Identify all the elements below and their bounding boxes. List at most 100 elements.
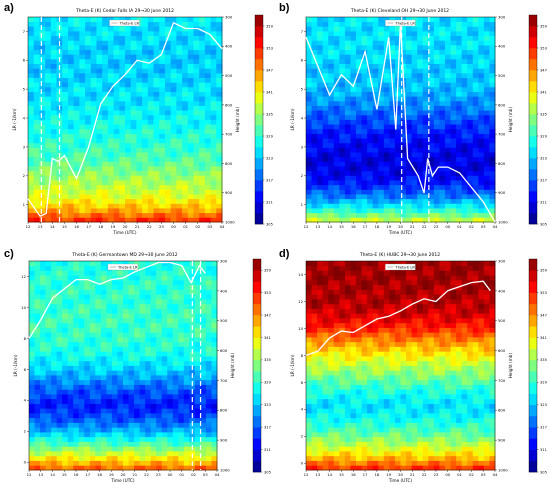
heatmap-cell: [91, 189, 97, 194]
heatmap-cell: [434, 31, 440, 36]
heatmap-cell: [356, 120, 362, 125]
heatmap-cell: [417, 203, 423, 208]
heatmap-cell: [96, 185, 102, 190]
heatmap-cell: [456, 185, 462, 190]
heatmap-cell: [91, 26, 97, 31]
heatmap-cell: [39, 124, 45, 129]
heatmap-cell: [489, 124, 495, 129]
heatmap-cell: [131, 36, 137, 41]
right-tick-label: 1000: [225, 219, 235, 224]
heatmap-cell: [90, 437, 96, 442]
heatmap-cell: [112, 456, 118, 461]
heatmap-cell: [323, 68, 329, 73]
heatmap-cell: [90, 370, 96, 375]
heatmap-cell: [345, 87, 351, 92]
heatmap-cell: [142, 40, 148, 45]
heatmap-cell: [45, 68, 51, 73]
heatmap-cell: [478, 96, 484, 101]
heatmap-cell: [445, 171, 451, 176]
heatmap-cell: [434, 157, 440, 162]
heatmap-cell: [151, 413, 157, 418]
heatmap-cell: [51, 129, 57, 134]
heatmap-cell: [62, 309, 68, 314]
panel-b: b) Theta-E (K) Cleveland OH 29→30 June 2…: [275, 0, 550, 243]
heatmap-cell: [176, 78, 182, 83]
heatmap-cell: [119, 147, 125, 152]
heatmap-cell: [154, 189, 160, 194]
heatmap-cell: [68, 351, 74, 356]
heatmap-cell: [95, 266, 101, 271]
heatmap-cell: [62, 394, 68, 399]
heatmap-cell: [199, 180, 205, 185]
heatmap-cell: [193, 203, 199, 208]
heatmap-cell: [328, 451, 334, 456]
heatmap-cell: [199, 217, 205, 222]
heatmap-cell: [345, 143, 351, 148]
heatmap-cell: [489, 82, 495, 87]
heatmap-cell: [473, 461, 479, 466]
heatmap-cell: [184, 418, 190, 423]
heatmap-cell: [154, 26, 160, 31]
heatmap-cell: [165, 115, 171, 120]
heatmap-cell: [108, 64, 114, 69]
heatmap-cell: [40, 404, 46, 409]
heatmap-cell: [51, 87, 57, 92]
heatmap-cell: [51, 366, 57, 371]
heatmap-cell: [345, 180, 351, 185]
heatmap-cell: [216, 73, 222, 78]
colorbar-segment: [529, 125, 537, 136]
heatmap-cell: [162, 442, 168, 447]
heatmap-cell: [165, 152, 171, 157]
heatmap-cell: [74, 101, 80, 106]
colorbar-segment: [253, 270, 261, 282]
heatmap-cell: [90, 375, 96, 380]
heatmap-cell: [62, 389, 68, 394]
heatmap-cell: [306, 451, 312, 456]
heatmap-cell: [79, 217, 85, 222]
heatmap-cell: [131, 82, 137, 87]
heatmap-cell: [412, 465, 418, 470]
heatmap-cell: [117, 437, 123, 442]
heatmap-cell: [334, 120, 340, 125]
x-tick-label: 03: [207, 224, 212, 229]
heatmap-cell: [101, 461, 107, 466]
heatmap-cell: [123, 356, 129, 361]
heatmap-cell: [412, 129, 418, 134]
heatmap-cell: [173, 370, 179, 375]
heatmap-cell: [199, 161, 205, 166]
heatmap-cell: [106, 337, 112, 342]
heatmap-cell: [389, 147, 395, 152]
heatmap-cell: [328, 73, 334, 78]
heatmap-cell: [167, 404, 173, 409]
heatmap-cell: [148, 129, 154, 134]
heatmap-cell: [367, 50, 373, 55]
heatmap-cell: [73, 342, 79, 347]
heatmap-cell: [406, 120, 412, 125]
colorbar-tick-label: 305: [264, 470, 271, 474]
right-axis-label: Height (mb): [508, 107, 513, 133]
heatmap-cell: [119, 180, 125, 185]
heatmap-cell: [62, 87, 68, 92]
colorbar-segment: [529, 48, 537, 59]
heatmap-cell: [91, 147, 97, 152]
heatmap-cell: [35, 465, 41, 470]
heatmap-cell: [162, 294, 168, 299]
heatmap-cell: [456, 465, 462, 470]
heatmap-cell: [339, 92, 345, 97]
heatmap-cell: [119, 40, 125, 45]
heatmap-cell: [328, 110, 334, 115]
heatmap-cell: [119, 189, 125, 194]
heatmap-cell: [162, 299, 168, 304]
heatmap-cell: [40, 385, 46, 390]
heatmap-cell: [151, 451, 157, 456]
heatmap-cell: [136, 199, 142, 204]
heatmap-cell: [195, 375, 201, 380]
heatmap-cell: [205, 96, 211, 101]
heatmap-cell: [108, 31, 114, 36]
heatmap-cell: [206, 318, 212, 323]
heatmap-cell: [159, 143, 165, 148]
heatmap-cell: [373, 31, 379, 36]
heatmap-cell: [489, 92, 495, 97]
heatmap-cell: [131, 87, 137, 92]
heatmap-cell: [199, 213, 205, 218]
